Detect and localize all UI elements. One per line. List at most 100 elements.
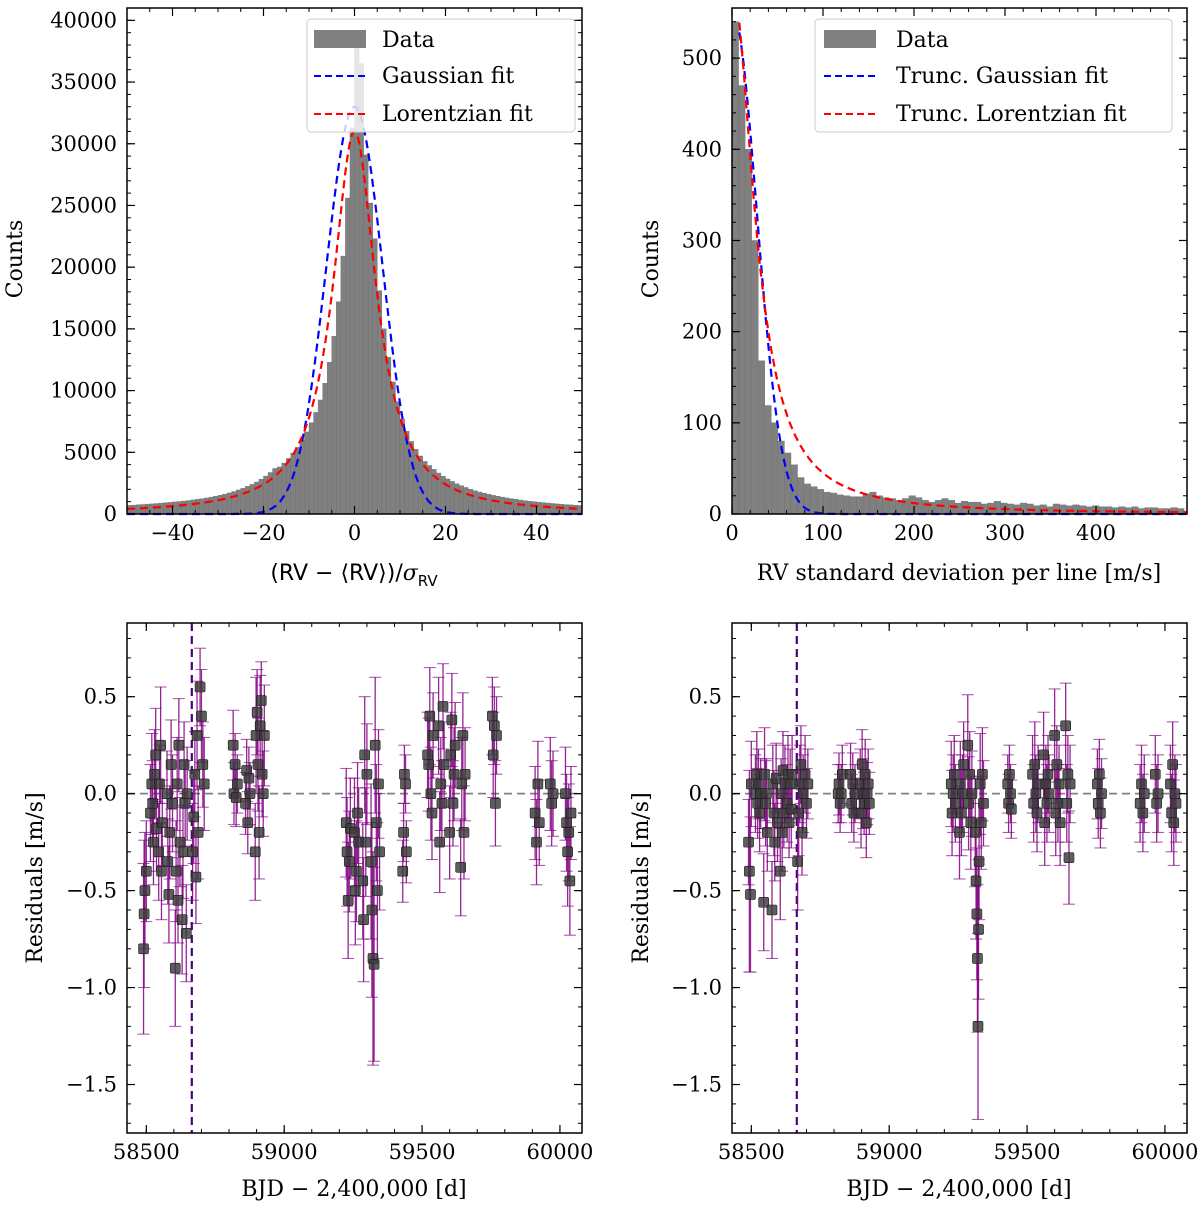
residual-point — [434, 836, 446, 848]
residual-point — [357, 875, 369, 887]
residual-point — [1134, 798, 1146, 809]
residual-point — [759, 768, 770, 780]
residual-point — [963, 798, 974, 809]
x-tick-label: 40 — [523, 521, 550, 545]
histogram-bar — [149, 503, 155, 515]
legend-box — [306, 18, 576, 133]
residual-point — [970, 875, 982, 887]
residual-point — [341, 846, 353, 858]
histogram-bar — [231, 491, 237, 515]
histogram-bar — [181, 500, 187, 515]
y-axis-label: Counts — [639, 220, 664, 299]
panel-std-histogram: 0 100 200 300 400 0 100 200 300 400 500 RV standar… — [639, 7, 1188, 586]
residual-point — [401, 846, 412, 858]
residual-point — [178, 759, 190, 770]
histogram-bar — [185, 500, 191, 515]
histogram-bar — [744, 149, 752, 515]
x-axis-label: (RV − ⟨RV⟩)/σRV — [270, 561, 438, 590]
histogram-bar — [934, 500, 942, 515]
y-tick-label: 5000 — [64, 440, 117, 464]
y-tick-label: 20000 — [50, 255, 117, 279]
residual-point — [456, 778, 468, 790]
axis-ticks: 0 100 200 300 400 0 100 200 300 400 500 — [682, 8, 1188, 545]
residual-point — [562, 846, 573, 858]
histogram-bar — [290, 453, 296, 515]
residual-point — [259, 730, 270, 741]
histogram-bar — [213, 496, 219, 515]
residual-point — [458, 827, 470, 838]
x-tick-label: −20 — [241, 521, 285, 545]
residual-point — [361, 768, 373, 780]
residual-point — [1042, 768, 1054, 780]
residual-point — [1050, 807, 1062, 819]
residual-point — [795, 759, 807, 770]
residual-point — [349, 827, 360, 838]
y-tick-label: −0.5 — [66, 879, 117, 903]
x-tick-label: 0 — [725, 521, 738, 545]
residual-point — [835, 788, 847, 799]
residual-point — [372, 885, 383, 896]
residual-point — [177, 846, 189, 858]
histogram-bar — [308, 422, 314, 515]
x-tick-label: 200 — [894, 521, 934, 545]
residual-point — [169, 962, 181, 974]
legend: Data Gaussian fit Lorentzian fit — [306, 18, 576, 133]
residual-point — [861, 788, 873, 799]
histogram-bar — [527, 500, 533, 515]
residual-point — [253, 827, 265, 838]
histogram-bar — [777, 440, 785, 515]
residual-point — [860, 817, 872, 829]
histogram-bar — [217, 495, 223, 515]
legend-lorentzian-label: Trunc. Lorentzian fit — [896, 102, 1127, 127]
residual-point — [149, 768, 160, 780]
histogram-bar — [281, 462, 287, 515]
residual-point — [255, 695, 267, 706]
histogram-bar — [349, 127, 355, 515]
residual-point — [138, 943, 149, 955]
residual-point — [965, 817, 977, 829]
x-tick-label: 0 — [348, 521, 361, 545]
histogram-bar — [823, 491, 831, 515]
histogram-bar — [208, 496, 214, 515]
residual-point — [753, 778, 764, 790]
residual-point — [422, 749, 433, 761]
y-tick-label: 0.5 — [689, 685, 722, 709]
legend-data-patch — [314, 30, 366, 48]
residual-point — [242, 817, 254, 829]
residual-point — [358, 914, 369, 925]
residual-point — [1053, 778, 1065, 790]
x-tick-label: 100 — [803, 521, 843, 545]
residual-point — [769, 836, 781, 848]
legend-box — [814, 18, 1173, 133]
residual-point — [799, 768, 811, 780]
residual-point — [350, 885, 361, 896]
residual-point — [1039, 817, 1051, 829]
histogram-bar — [563, 504, 569, 515]
histogram-bar — [481, 492, 487, 515]
residual-point — [544, 778, 556, 790]
histogram-bar — [427, 465, 433, 515]
histogram-bar — [536, 501, 542, 515]
histogram-bar — [518, 499, 524, 515]
residual-point — [1027, 768, 1038, 780]
residual-point — [974, 778, 986, 790]
residual-point — [156, 817, 168, 829]
residual-point — [352, 807, 363, 819]
y-tick-label: 10000 — [50, 379, 117, 403]
residual-point — [1165, 778, 1176, 790]
histogram-bar — [154, 503, 160, 515]
residual-point — [774, 865, 786, 877]
histogram-bar — [418, 455, 423, 515]
residual-point — [359, 749, 371, 761]
histogram-bar — [327, 362, 332, 515]
histogram-bar — [249, 484, 255, 515]
residual-point — [856, 759, 868, 770]
x-tick-label: 20 — [432, 521, 459, 545]
residual-point — [171, 778, 183, 790]
residual-point — [758, 896, 770, 908]
axis-ticks: 58500 59000 59500 60000 −1.5 −1.0 −0.5 0.0 0.5 — [66, 623, 593, 1164]
residual-point — [161, 788, 173, 799]
x-tick-label: 300 — [985, 521, 1025, 545]
x-tick-label: 58500 — [113, 1140, 180, 1164]
residual-point — [1002, 778, 1014, 790]
